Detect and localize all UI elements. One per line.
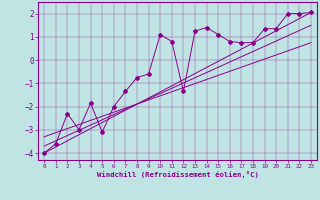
X-axis label: Windchill (Refroidissement éolien,°C): Windchill (Refroidissement éolien,°C) bbox=[97, 171, 259, 178]
